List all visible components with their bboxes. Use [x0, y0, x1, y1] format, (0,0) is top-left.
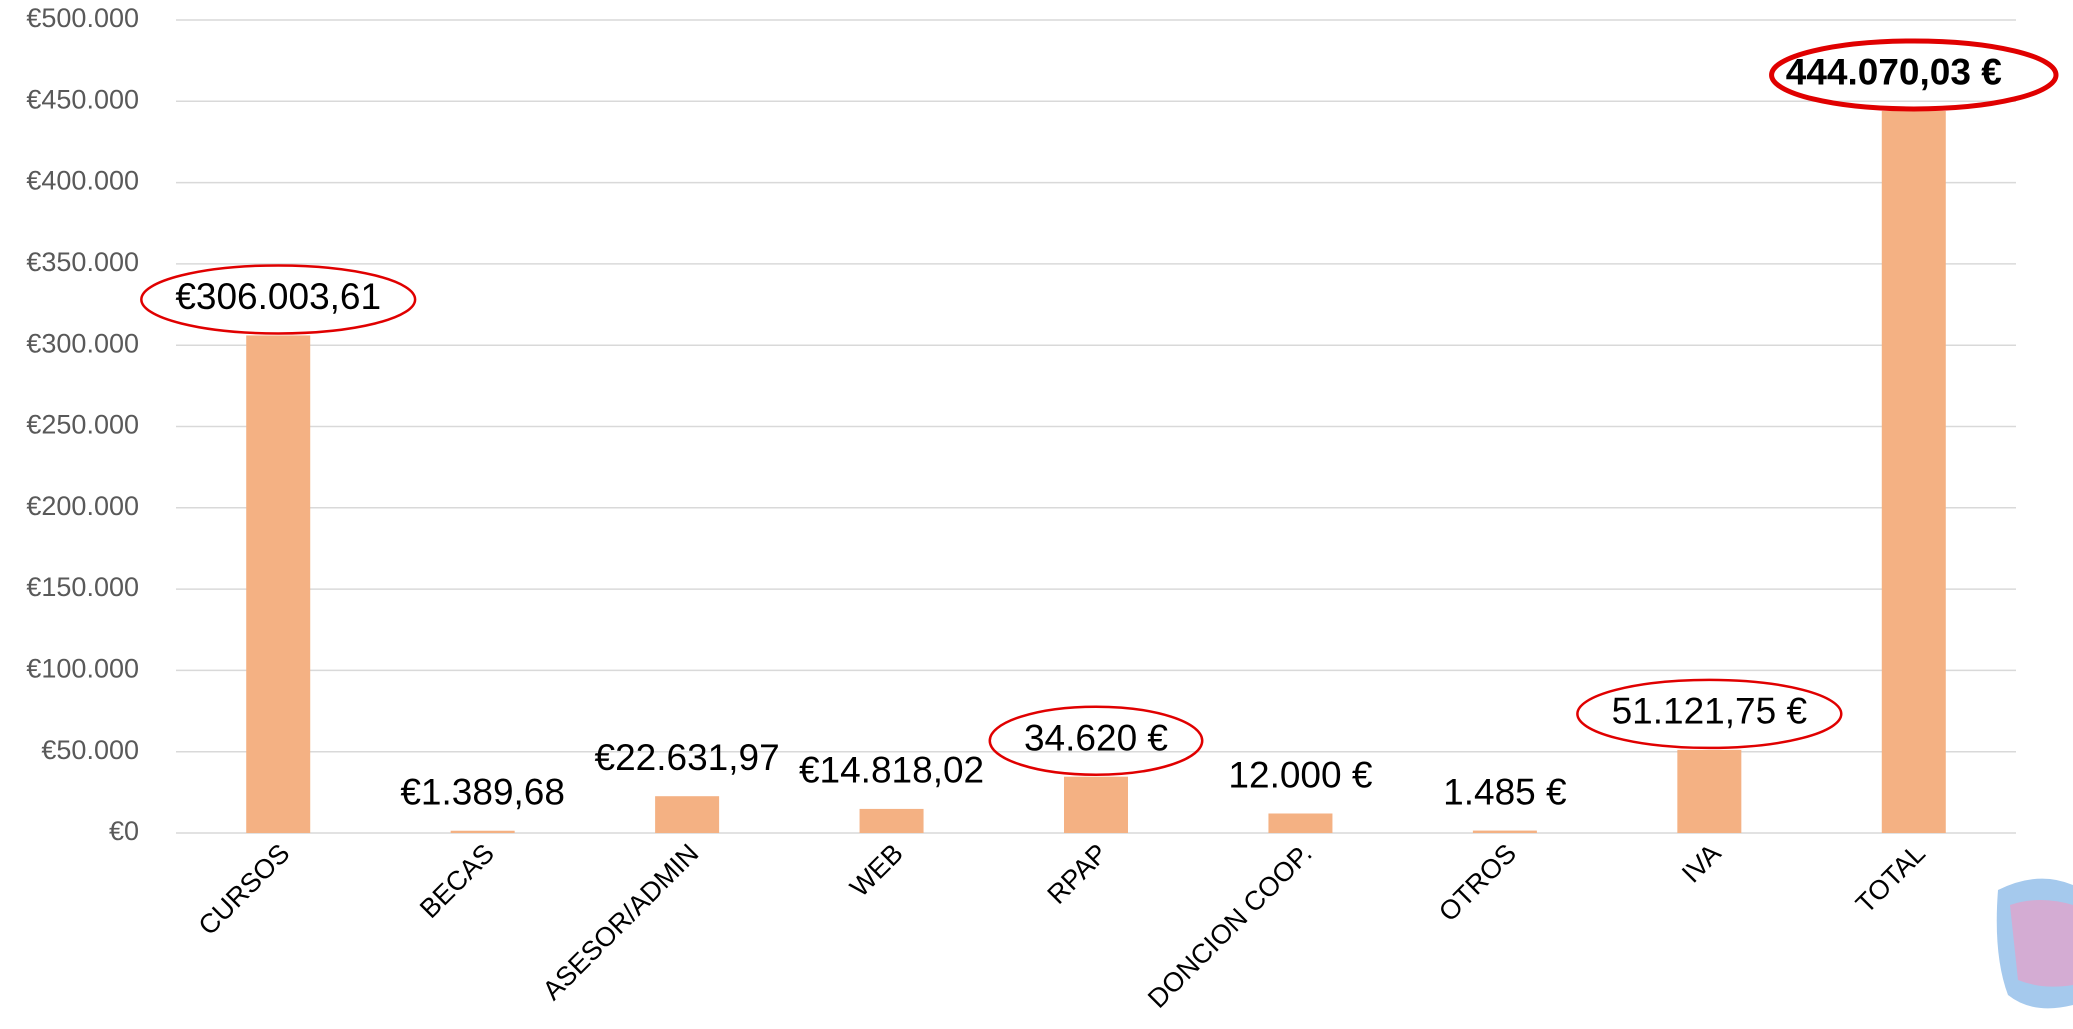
bar: [246, 335, 311, 833]
bar: [1064, 776, 1128, 833]
y-tick-label: €250.000: [26, 410, 139, 440]
bar: [1677, 749, 1742, 833]
y-tick-label: €400.000: [26, 166, 139, 196]
highlight-circle: [988, 705, 1204, 776]
value-label: €22.631,97: [595, 737, 780, 778]
x-tick-label: TOTAL: [1850, 838, 1931, 919]
value-label: €1.389,68: [400, 772, 565, 813]
y-tick-label: €100.000: [26, 654, 139, 684]
value-label: 51.121,75 €: [1612, 691, 1808, 732]
y-tick-label: €350.000: [26, 247, 139, 277]
x-tick-label: WEB: [844, 838, 909, 903]
y-tick-label: €150.000: [26, 572, 139, 602]
y-tick-label: €0: [109, 816, 139, 846]
value-label: 34.620 €: [1024, 717, 1168, 758]
y-tick-label: €300.000: [26, 328, 139, 358]
highlight-circle: [1769, 38, 2059, 112]
bar: [859, 808, 924, 833]
y-tick-label: €450.000: [26, 84, 139, 114]
y-tick-label: €50.000: [41, 735, 139, 765]
bar: [450, 830, 515, 833]
bar: [1881, 110, 1946, 833]
value-label: €14.818,02: [799, 750, 984, 791]
x-tick-label: IVA: [1676, 838, 1727, 889]
x-tick-label: CURSOS: [193, 838, 296, 941]
value-label: €306.003,61: [175, 276, 381, 317]
bar: [655, 796, 720, 833]
highlight-circle: [1576, 678, 1843, 750]
x-tick-label: RPAP: [1041, 838, 1113, 910]
highlight-circle: [140, 264, 417, 335]
value-label: 444.070,03 €: [1786, 52, 2002, 93]
y-tick-label: €500.000: [26, 3, 139, 33]
x-tick-label: DONCION COOP.: [1142, 838, 1318, 1014]
value-label: 12.000 €: [1228, 754, 1372, 795]
x-tick-label: ASESOR/ADMIN: [537, 838, 705, 1006]
y-tick-label: €200.000: [26, 491, 139, 521]
x-tick-label: BECAS: [414, 838, 500, 924]
bar: [1472, 830, 1537, 833]
logo: [1996, 878, 2073, 1009]
x-tick-label: OTROS: [1433, 838, 1522, 927]
bar: [1268, 813, 1333, 833]
value-label: 1.485 €: [1443, 771, 1567, 812]
